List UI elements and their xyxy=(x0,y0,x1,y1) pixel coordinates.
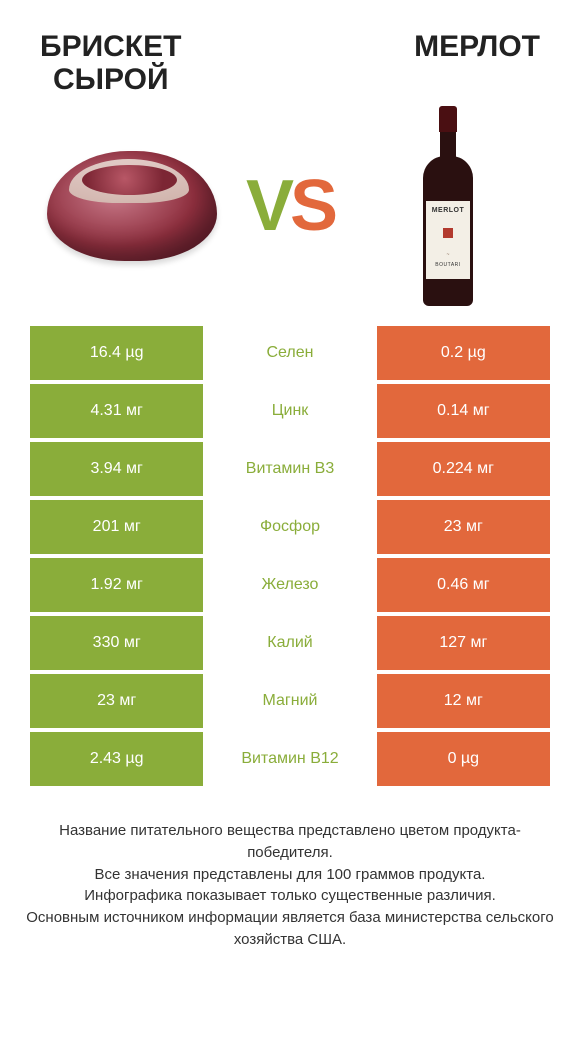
right-product-title: МЕРЛОТ xyxy=(414,30,540,96)
right-product-image: MERLOT ~ BOUTARI xyxy=(358,126,538,286)
table-row: 201 мгФосфор23 мг xyxy=(30,500,550,554)
right-value: 12 мг xyxy=(377,674,550,728)
nutrient-table: 16.4 µgСелен0.2 µg4.31 мгЦинк0.14 мг3.94… xyxy=(0,326,580,786)
vs-v: V xyxy=(246,166,290,246)
brisket-icon xyxy=(47,151,217,261)
nutrient-name: Магний xyxy=(203,674,376,728)
table-row: 3.94 мгВитамин B30.224 мг xyxy=(30,442,550,496)
left-value: 2.43 µg xyxy=(30,732,203,786)
left-value: 23 мг xyxy=(30,674,203,728)
nutrient-name: Цинк xyxy=(203,384,376,438)
nutrient-name: Калий xyxy=(203,616,376,670)
table-row: 1.92 мгЖелезо0.46 мг xyxy=(30,558,550,612)
footer-line: Основным источником информации является … xyxy=(20,907,560,951)
right-value: 23 мг xyxy=(377,500,550,554)
left-value: 201 мг xyxy=(30,500,203,554)
table-row: 16.4 µgСелен0.2 µg xyxy=(30,326,550,380)
vs-label: VS xyxy=(246,165,334,247)
header: БРИСКЕТ СЫРОЙ МЕРЛОТ xyxy=(0,0,580,106)
left-value: 16.4 µg xyxy=(30,326,203,380)
nutrient-name: Витамин B12 xyxy=(203,732,376,786)
footer-line: Все значения представлены для 100 граммо… xyxy=(20,864,560,886)
wine-brand: MERLOT xyxy=(432,207,465,214)
footer-notes: Название питательного вещества представл… xyxy=(0,790,580,951)
right-value: 0.224 мг xyxy=(377,442,550,496)
right-value: 0 µg xyxy=(377,732,550,786)
left-value: 330 мг xyxy=(30,616,203,670)
wine-bottle-icon: MERLOT ~ BOUTARI xyxy=(418,106,478,306)
left-value: 3.94 мг xyxy=(30,442,203,496)
right-value: 127 мг xyxy=(377,616,550,670)
table-row: 2.43 µgВитамин B120 µg xyxy=(30,732,550,786)
nutrient-name: Железо xyxy=(203,558,376,612)
right-value: 0.46 мг xyxy=(377,558,550,612)
table-row: 4.31 мгЦинк0.14 мг xyxy=(30,384,550,438)
right-value: 0.14 мг xyxy=(377,384,550,438)
nutrient-name: Селен xyxy=(203,326,376,380)
table-row: 330 мгКалий127 мг xyxy=(30,616,550,670)
vs-s: S xyxy=(290,166,334,246)
left-value: 1.92 мг xyxy=(30,558,203,612)
wine-maker: BOUTARI xyxy=(435,262,460,268)
footer-line: Название питательного вещества представл… xyxy=(20,820,560,864)
footer-line: Инфографика показывает только существенн… xyxy=(20,885,560,907)
left-product-image xyxy=(42,126,222,286)
images-row: VS MERLOT ~ BOUTARI xyxy=(0,106,580,326)
table-row: 23 мгМагний12 мг xyxy=(30,674,550,728)
nutrient-name: Витамин B3 xyxy=(203,442,376,496)
left-value: 4.31 мг xyxy=(30,384,203,438)
right-value: 0.2 µg xyxy=(377,326,550,380)
nutrient-name: Фосфор xyxy=(203,500,376,554)
left-product-title: БРИСКЕТ СЫРОЙ xyxy=(40,30,181,96)
